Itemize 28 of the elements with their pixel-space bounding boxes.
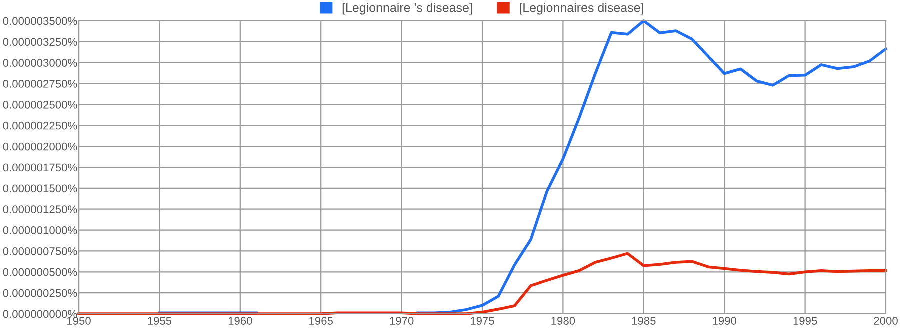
x-tick-label: 1955 [148,317,172,325]
y-tick-label: 0.000002250% [3,122,78,130]
legend-label: [Legionnaire 's disease] [342,3,472,15]
y-tick-label: 0.000001500% [3,184,78,193]
y-tick-label: 0.000001250% [3,206,78,214]
y-tick-label: 0.000000500% [3,268,78,276]
y-tick-label: 0.000001000% [3,226,78,234]
x-tick-label: 1985 [632,317,656,325]
y-tick-label: 0.000003000% [3,59,78,67]
y-tick-label: 0.000002500% [3,100,78,109]
x-tick-label: 1990 [713,317,737,325]
x-tick-label: 2000 [874,317,898,325]
x-tick-label: 1970 [390,317,414,325]
y-tick-label: 0.000003500% [3,17,78,26]
y-tick-label: 0.000000250% [3,289,78,298]
y-tick-label: 0.000001750% [3,164,78,172]
x-tick-label: 1965 [310,317,333,325]
x-tick-label: 1980 [552,317,576,325]
x-tick-label: 1975 [470,317,494,325]
x-tick-label: 1950 [67,317,91,325]
y-tick-label: 0.000002000% [3,142,78,151]
legend-label: [Legionnaires disease] [520,3,644,15]
x-tick-label: 1960 [228,317,252,325]
x-tick-label: 1995 [794,317,818,325]
y-tick-label: 0.000000000% [3,310,78,318]
y-tick-label: 0.000000750% [3,247,78,256]
y-tick-label: 0.000003250% [3,38,78,46]
y-tick-label: 0.000002750% [3,80,78,88]
